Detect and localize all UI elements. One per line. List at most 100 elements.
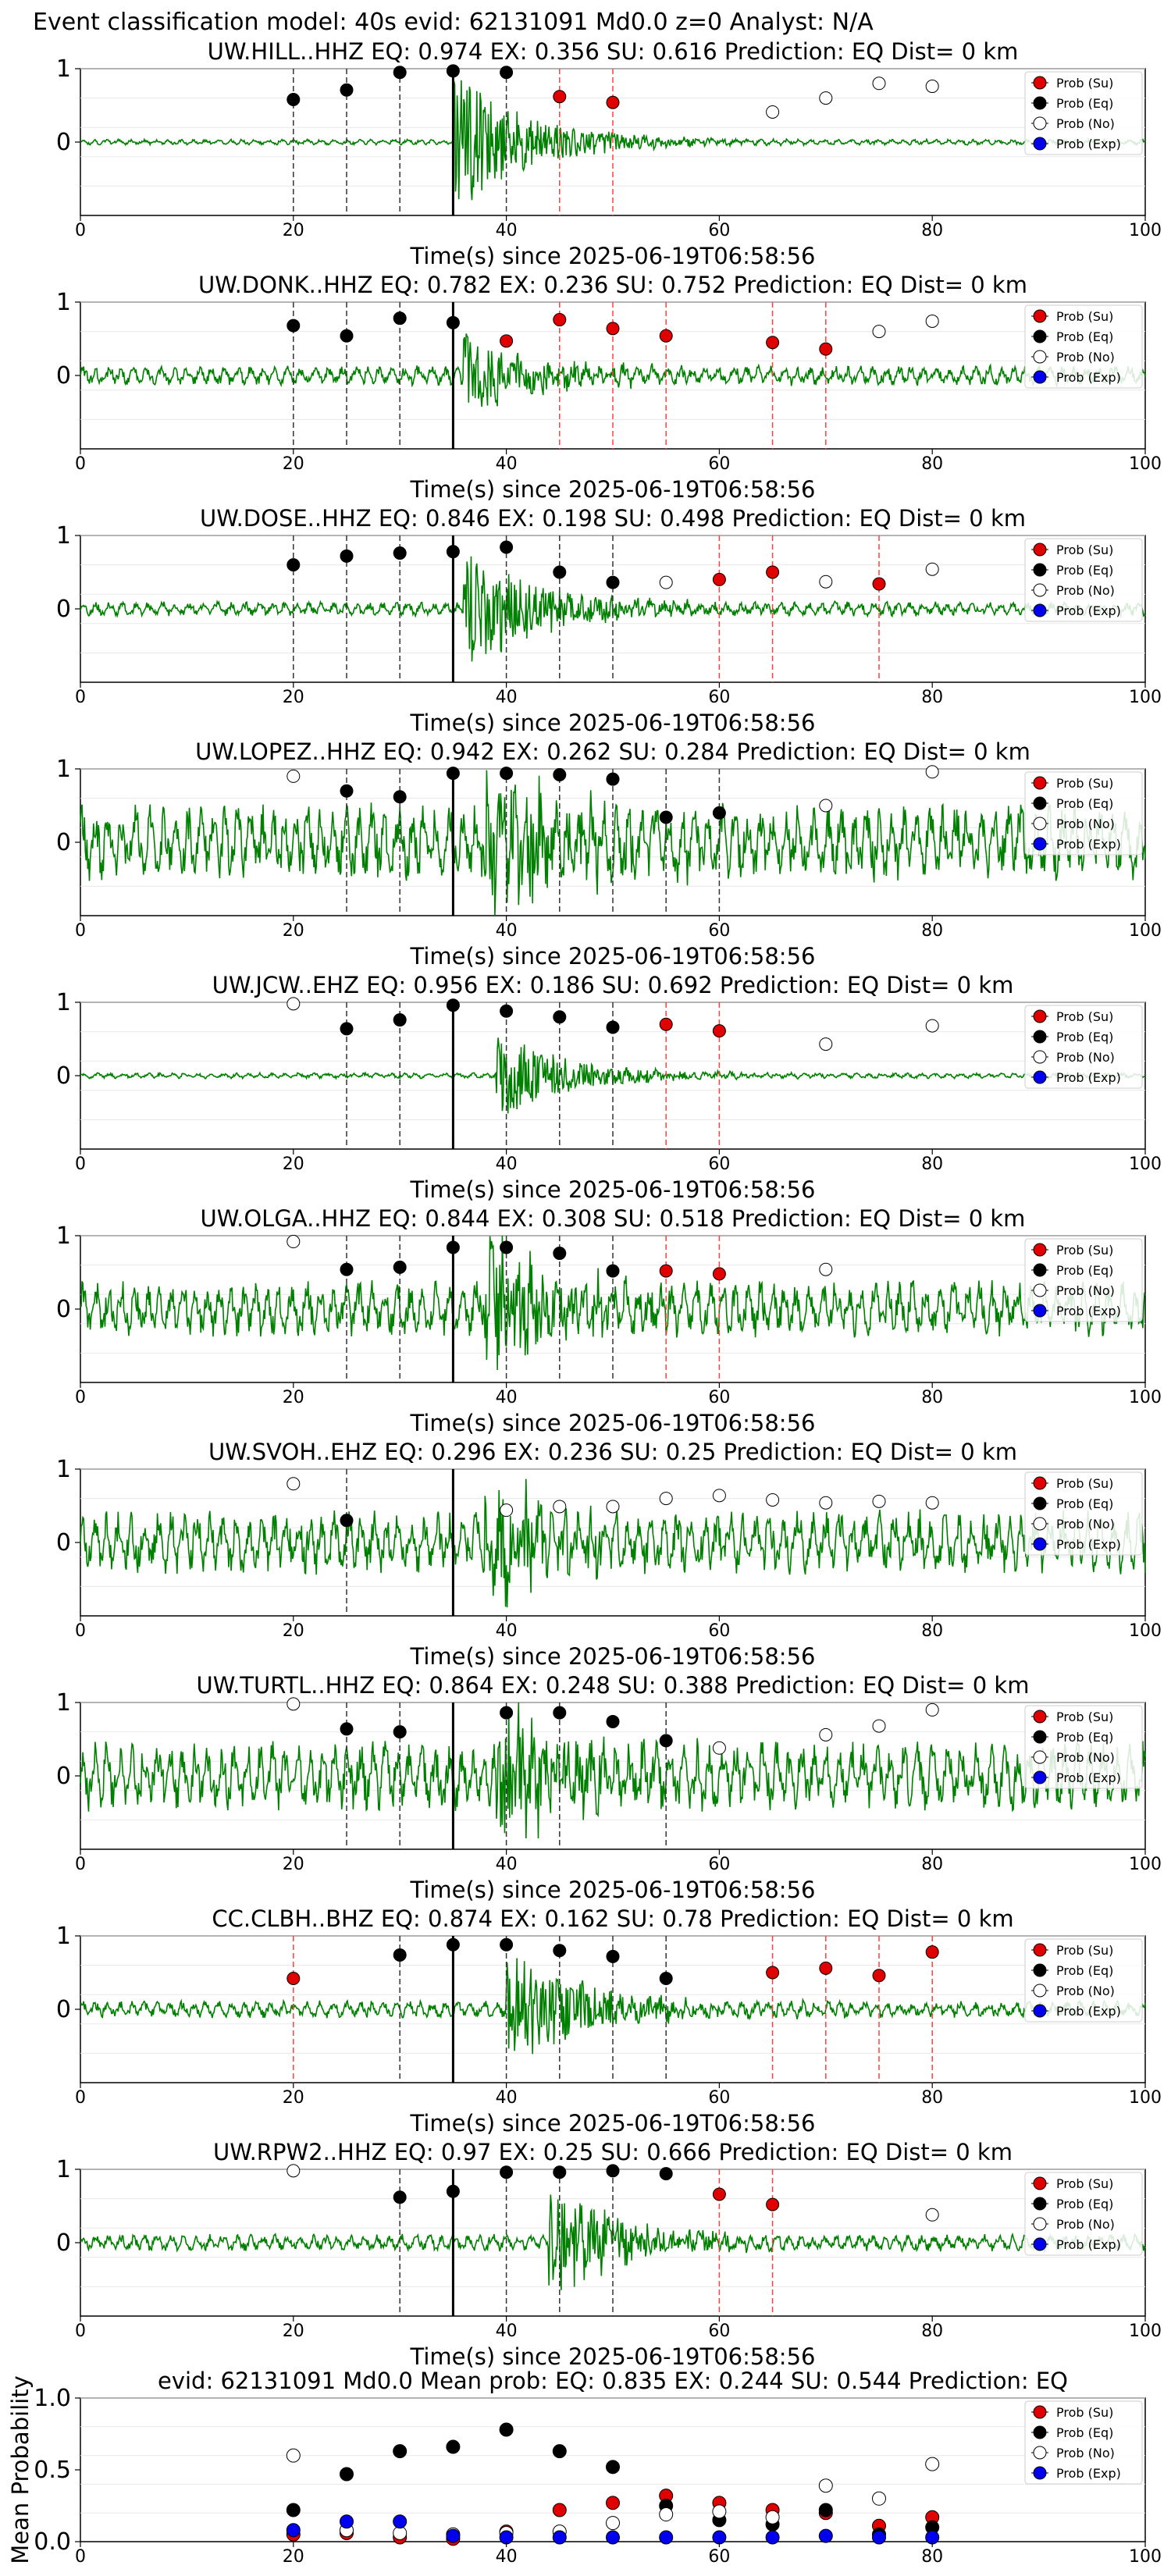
x-tick-label: 100 — [1129, 921, 1162, 941]
prob-point-eq — [606, 1949, 620, 1963]
prob-point-su — [553, 90, 567, 104]
prob-point-eq — [446, 545, 460, 559]
panel-3: UW.DOSE..HHZ EQ: 0.846 EX: 0.198 SU: 0.4… — [56, 505, 1162, 736]
panel-9: CC.CLBH..BHZ EQ: 0.874 EX: 0.162 SU: 0.7… — [56, 1905, 1162, 2137]
prob-point-su — [872, 577, 886, 591]
legend-label: Prob (No) — [1056, 350, 1115, 365]
prob-point-eq — [287, 558, 301, 572]
y-tick-label: 1 — [56, 1689, 71, 1717]
x-tick-label: 100 — [1129, 1388, 1162, 1407]
prob-point-su — [287, 1972, 301, 1986]
y-tick-label: 1 — [56, 1222, 71, 1250]
legend-label: Prob (No) — [1056, 583, 1115, 598]
waveform-trace — [80, 1702, 1146, 1839]
x-tick-label: 80 — [921, 1388, 943, 1407]
prob-point-su — [766, 336, 780, 350]
prob-point-eq — [553, 1706, 567, 1720]
legend-marker — [1033, 1263, 1047, 1277]
x-tick-label: 60 — [708, 921, 730, 941]
x-tick-label: 60 — [708, 221, 730, 240]
legend-label: Prob (Exp) — [1056, 2466, 1121, 2481]
mean-point-eq — [499, 2422, 514, 2437]
y-tick-label: 1.0 — [34, 2385, 71, 2412]
x-tick-label: 20 — [283, 1621, 304, 1641]
x-tick-label: 0 — [75, 2322, 86, 2341]
mean-point-exp — [765, 2530, 780, 2545]
panel-title: UW.TURTL..HHZ EQ: 0.864 EX: 0.248 SU: 0.… — [197, 1672, 1030, 1699]
prob-point-eq — [446, 998, 460, 1012]
x-tick-label: 0 — [75, 1855, 86, 1874]
legend-label: Prob (Su) — [1056, 543, 1113, 557]
legend: Prob (Su) Prob (Eq) Prob (No) Prob (Exp) — [1024, 71, 1143, 155]
prob-point-eq — [500, 767, 514, 781]
mean-point-exp — [659, 2530, 674, 2545]
y-tick-label: 0 — [56, 129, 71, 156]
legend-marker — [1033, 1963, 1047, 1977]
legend-label: Prob (Exp) — [1056, 1537, 1121, 1552]
legend-marker — [1033, 1730, 1047, 1744]
prob-point-no — [659, 575, 673, 589]
waveform-trace — [80, 80, 1146, 201]
prob-point-no — [872, 325, 886, 339]
prob-point-eq — [553, 1247, 567, 1261]
prob-point-no — [659, 1492, 673, 1506]
legend-label: Prob (Eq) — [1056, 563, 1113, 578]
legend-label: Prob (Su) — [1056, 76, 1113, 91]
legend-marker — [1033, 1750, 1047, 1764]
legend-marker — [1033, 563, 1047, 577]
mean-point-no — [872, 2491, 886, 2506]
legend-label: Prob (Su) — [1056, 1243, 1113, 1258]
legend-label: Prob (Eq) — [1056, 2425, 1113, 2440]
prob-point-eq — [340, 1262, 354, 1276]
prob-point-eq — [340, 329, 354, 343]
x-tick-label: 40 — [496, 454, 518, 474]
legend-frame — [1024, 2400, 1143, 2485]
mean-point-no — [606, 2516, 620, 2531]
legend-marker — [1033, 1030, 1047, 1044]
legend-marker — [1033, 543, 1047, 557]
legend: Prob (Su) Prob (Eq) Prob (No) Prob (Exp) — [1024, 304, 1143, 389]
x-tick-label: 60 — [708, 1855, 730, 1874]
prob-point-no — [606, 1500, 620, 1514]
legend: Prob (Su) Prob (Eq) Prob (No) Prob (Exp) — [1024, 1238, 1143, 1322]
legend: Prob (Su) Prob (Eq) Prob (No) Prob (Exp) — [1024, 771, 1143, 856]
prob-point-eq — [659, 1734, 673, 1748]
legend-marker — [1033, 1710, 1047, 1724]
legend-label: Prob (Su) — [1056, 2405, 1113, 2420]
x-tick-label: 80 — [921, 1855, 943, 1874]
prob-point-eq — [553, 768, 567, 782]
x-tick-label: 80 — [921, 221, 943, 240]
prob-point-no — [819, 1262, 833, 1276]
legend-label: Prob (Exp) — [1056, 1304, 1121, 1318]
legend-label: Prob (Su) — [1056, 1710, 1113, 1724]
prob-point-eq — [500, 1706, 514, 1720]
prob-point-eq — [340, 1514, 354, 1528]
prob-point-su — [659, 329, 673, 343]
prob-point-eq — [659, 810, 673, 824]
legend-label: Prob (No) — [1056, 2217, 1115, 2232]
x-tick-label: 20 — [283, 1388, 304, 1407]
panel-title: UW.RPW2..HHZ EQ: 0.97 EX: 0.25 SU: 0.666… — [213, 2139, 1013, 2165]
prob-point-eq — [340, 1022, 354, 1036]
prob-point-eq — [606, 1714, 620, 1728]
legend-label: Prob (Eq) — [1056, 1730, 1113, 1745]
legend-label: Prob (Eq) — [1056, 1263, 1113, 1278]
prob-point-eq — [500, 66, 514, 80]
x-tick-label: 20 — [283, 2547, 304, 2567]
x-tick-label: 80 — [921, 1621, 943, 1641]
mean-point-eq — [818, 2503, 833, 2517]
y-tick-label: 0 — [56, 1296, 71, 1323]
x-tick-label: 60 — [708, 2547, 730, 2567]
panel-title: UW.OLGA..HHZ EQ: 0.844 EX: 0.308 SU: 0.5… — [201, 1205, 1026, 1232]
panel-title: UW.DONK..HHZ EQ: 0.782 EX: 0.236 SU: 0.7… — [198, 272, 1027, 298]
x-tick-label: 0 — [75, 1621, 86, 1641]
legend-frame — [1024, 1938, 1143, 2023]
panel-title: UW.HILL..HHZ EQ: 0.974 EX: 0.356 SU: 0.6… — [208, 38, 1019, 65]
panel-5: UW.JCW..EHZ EQ: 0.956 EX: 0.186 SU: 0.69… — [56, 972, 1162, 1203]
prob-point-no — [925, 765, 939, 779]
legend-marker — [1033, 1517, 1047, 1531]
prob-point-eq — [393, 546, 407, 560]
y-axis-label: Mean Probability — [7, 2375, 34, 2564]
legend-marker — [1033, 1984, 1047, 1998]
x-tick-label: 40 — [496, 221, 518, 240]
